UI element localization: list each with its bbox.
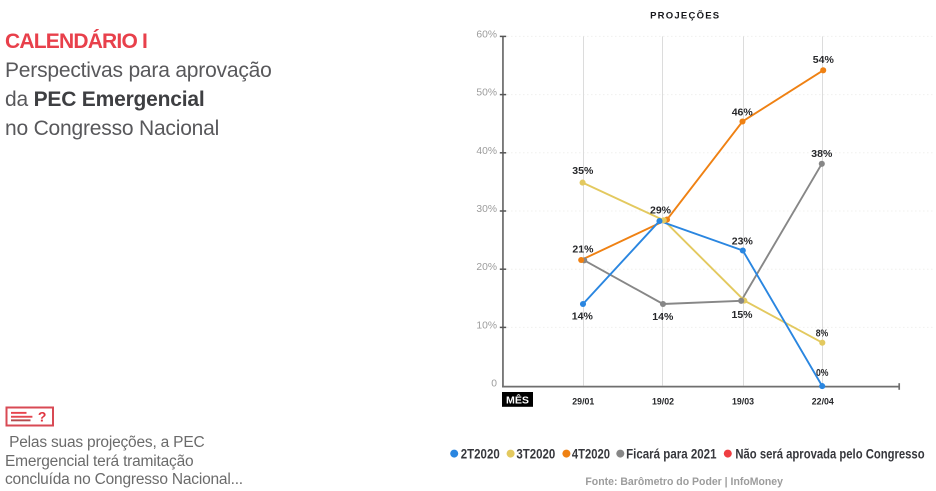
svg-text:23%: 23% bbox=[732, 235, 754, 247]
svg-text:19/02: 19/02 bbox=[652, 397, 674, 408]
svg-text:4T2020: 4T2020 bbox=[572, 446, 610, 462]
svg-text:3T2020: 3T2020 bbox=[516, 446, 555, 462]
svg-text:2T2020: 2T2020 bbox=[461, 446, 500, 462]
svg-text:PROJEÇÕES: PROJEÇÕES bbox=[650, 10, 719, 21]
svg-text:MÊS: MÊS bbox=[506, 393, 529, 406]
svg-text:29/01: 29/01 bbox=[572, 397, 595, 408]
svg-text:?: ? bbox=[38, 409, 47, 425]
svg-text:38%: 38% bbox=[811, 148, 833, 160]
svg-text:46%: 46% bbox=[732, 106, 754, 118]
svg-text:Não será aprovada pelo Congres: Não será aprovada pelo Congresso bbox=[735, 446, 924, 462]
svg-text:8%: 8% bbox=[816, 328, 829, 340]
svg-text:22/04: 22/04 bbox=[812, 397, 835, 408]
svg-text:35%: 35% bbox=[572, 165, 594, 177]
svg-text:21%: 21% bbox=[572, 243, 594, 255]
svg-text:14%: 14% bbox=[652, 311, 674, 323]
svg-text:40%: 40% bbox=[476, 146, 497, 157]
svg-text:20%: 20% bbox=[476, 262, 497, 273]
svg-text:15%: 15% bbox=[731, 309, 753, 321]
svg-text:60%: 60% bbox=[476, 29, 497, 40]
svg-text:54%: 54% bbox=[813, 54, 835, 66]
svg-text:0%: 0% bbox=[816, 367, 829, 379]
svg-text:0: 0 bbox=[491, 378, 497, 389]
svg-text:19/03: 19/03 bbox=[732, 397, 754, 408]
svg-text:10%: 10% bbox=[476, 320, 497, 331]
svg-text:Ficará para 2021: Ficará para 2021 bbox=[626, 446, 717, 462]
svg-text:Fonte: Barômetro do Poder | In: Fonte: Barômetro do Poder | InfoMoney bbox=[585, 476, 783, 488]
svg-text:14%: 14% bbox=[572, 311, 594, 323]
svg-text:30%: 30% bbox=[476, 204, 497, 215]
svg-text:50%: 50% bbox=[476, 88, 497, 99]
svg-text:29%: 29% bbox=[650, 205, 672, 217]
